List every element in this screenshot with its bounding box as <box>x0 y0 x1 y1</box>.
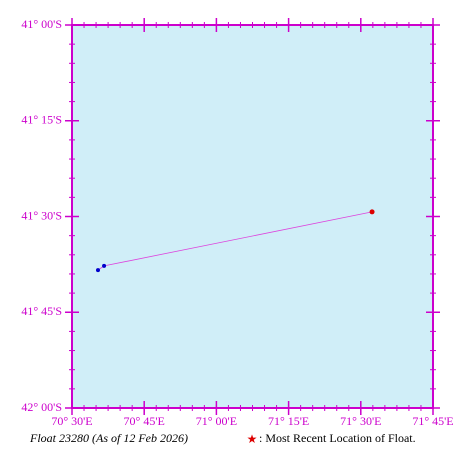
x-tick-label: 70° 30'E <box>51 414 92 428</box>
float-position <box>102 263 107 268</box>
y-tick-label: 41° 30'S <box>21 208 62 222</box>
float-position <box>95 268 100 273</box>
legend-text: : Most Recent Location of Float. <box>259 431 416 445</box>
x-tick-label: 71° 00'E <box>196 414 237 428</box>
map-title: Float 23280 (As of 12 Feb 2026) <box>29 431 188 445</box>
x-tick-label: 71° 30'E <box>340 414 381 428</box>
y-tick-label: 41° 15'S <box>21 113 62 127</box>
y-tick-label: 42° 00'S <box>21 400 62 414</box>
y-tick-label: 41° 00'S <box>21 17 62 31</box>
map-area <box>71 24 434 409</box>
x-tick-label: 71° 15'E <box>268 414 309 428</box>
y-tick-label: 41° 45'S <box>21 304 62 318</box>
legend-star: ★ <box>247 432 258 446</box>
latest-position <box>369 209 375 215</box>
x-tick-label: 71° 45'E <box>412 414 453 428</box>
x-tick-label: 70° 45'E <box>124 414 165 428</box>
